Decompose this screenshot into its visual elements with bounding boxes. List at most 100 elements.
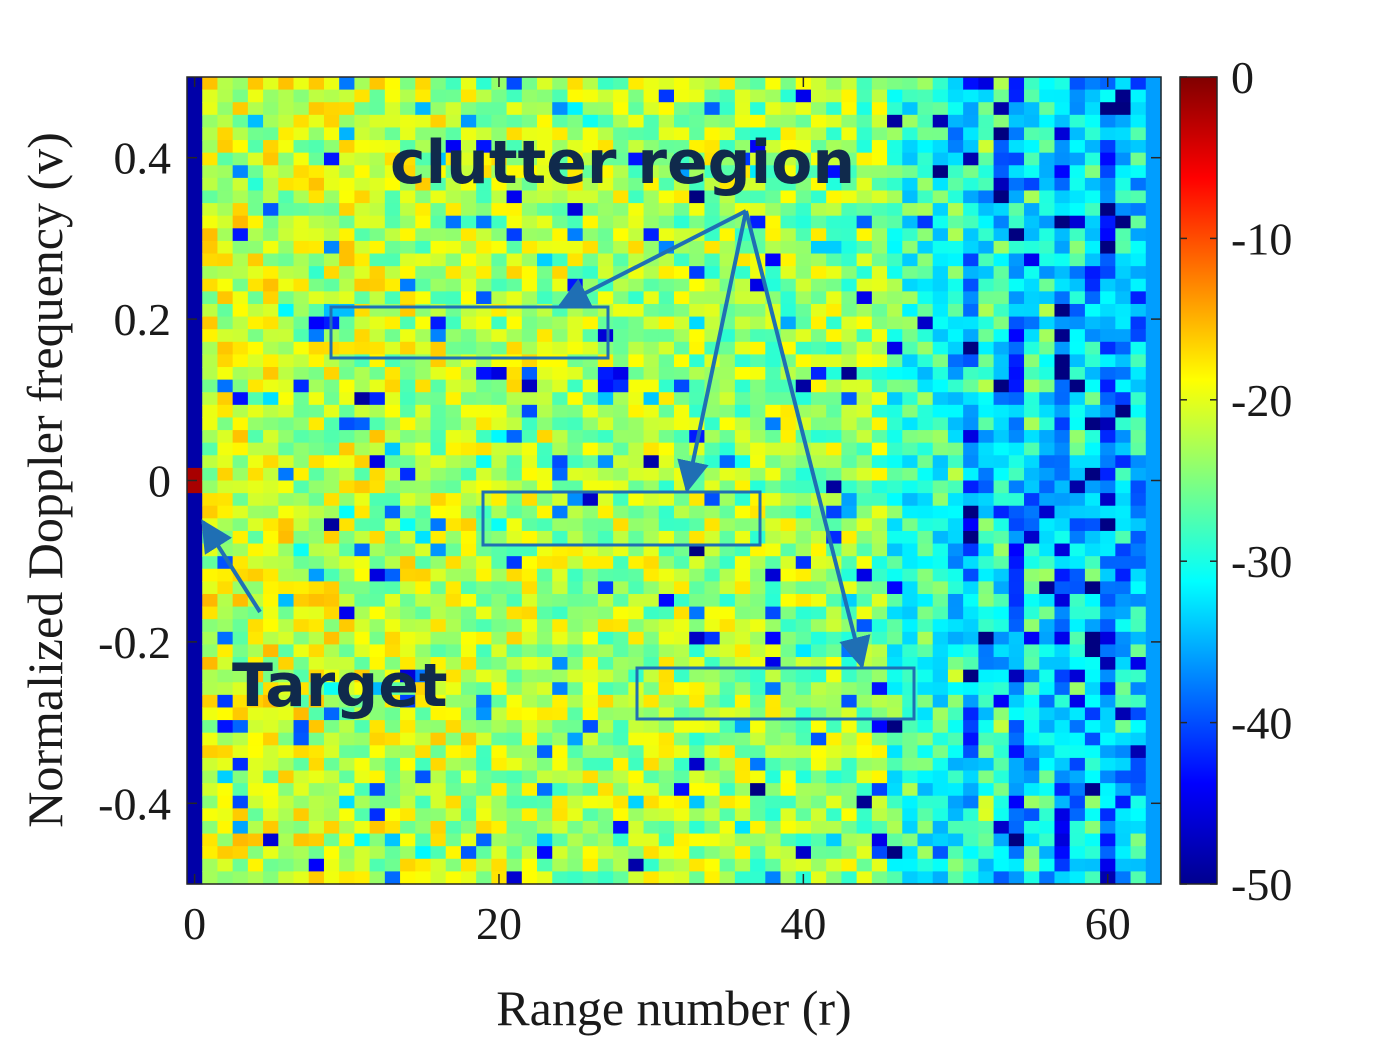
heatmap-cell bbox=[750, 467, 766, 482]
heatmap-cell bbox=[1008, 568, 1025, 582]
heatmap-cell bbox=[1069, 215, 1086, 229]
colorbar-tick-label: -10 bbox=[1231, 213, 1292, 264]
heatmap-cell bbox=[932, 392, 949, 406]
heatmap-cell bbox=[689, 644, 706, 658]
heatmap-cell bbox=[856, 757, 873, 772]
heatmap-cell bbox=[917, 783, 934, 797]
heatmap-cell bbox=[871, 770, 888, 784]
heatmap-cell bbox=[643, 240, 660, 255]
heatmap-cell bbox=[1024, 606, 1040, 620]
heatmap-cell bbox=[339, 619, 356, 633]
heatmap-cell bbox=[826, 203, 843, 217]
heatmap-cell bbox=[902, 329, 919, 343]
heatmap-cell bbox=[963, 203, 979, 217]
heatmap-cell bbox=[1054, 543, 1071, 557]
heatmap-cell bbox=[613, 291, 629, 305]
heatmap-cell bbox=[202, 152, 219, 166]
heatmap-cell bbox=[887, 253, 903, 267]
heatmap-cell bbox=[1008, 530, 1025, 545]
heatmap-cell bbox=[750, 392, 766, 406]
heatmap-cell bbox=[795, 833, 812, 847]
heatmap-cell bbox=[1115, 152, 1132, 166]
heatmap-cell bbox=[552, 543, 569, 557]
heatmap-cell bbox=[506, 341, 523, 356]
heatmap-cell bbox=[643, 392, 660, 406]
heatmap-cell bbox=[384, 379, 401, 393]
heatmap-cell bbox=[521, 316, 538, 330]
heatmap-cell bbox=[400, 228, 416, 242]
heatmap-cell bbox=[445, 846, 462, 860]
heatmap-cell bbox=[1100, 177, 1116, 192]
heatmap-cell bbox=[567, 518, 584, 532]
heatmap-cell bbox=[978, 190, 995, 204]
heatmap-cell bbox=[491, 215, 508, 229]
heatmap-cell bbox=[1115, 720, 1132, 734]
heatmap-cell bbox=[947, 379, 964, 393]
heatmap-cell bbox=[537, 543, 553, 557]
heatmap-cell bbox=[491, 530, 508, 545]
heatmap-cell bbox=[810, 102, 827, 116]
heatmap-cell bbox=[658, 291, 675, 305]
heatmap-cell bbox=[232, 530, 249, 545]
heatmap-cell bbox=[826, 581, 843, 595]
heatmap-cell bbox=[1054, 392, 1071, 406]
heatmap-cell bbox=[537, 165, 553, 179]
heatmap-cell bbox=[1115, 644, 1132, 658]
heatmap-cell bbox=[187, 657, 203, 671]
heatmap-cell bbox=[613, 707, 629, 721]
heatmap-cell bbox=[1084, 404, 1101, 419]
heatmap-cell bbox=[323, 820, 340, 835]
heatmap-cell bbox=[293, 354, 310, 368]
heatmap-cell bbox=[506, 203, 523, 217]
heatmap-cell bbox=[704, 694, 721, 709]
heatmap-cell bbox=[460, 341, 477, 356]
heatmap-cell bbox=[1039, 669, 1056, 683]
heatmap-cell bbox=[643, 379, 660, 393]
heatmap-cell bbox=[1145, 404, 1162, 419]
heatmap-cell bbox=[689, 783, 706, 797]
heatmap-cell bbox=[369, 846, 386, 860]
heatmap-cell bbox=[765, 732, 782, 746]
heatmap-cell bbox=[993, 732, 1010, 746]
heatmap-cell bbox=[978, 795, 995, 809]
heatmap-cell bbox=[810, 820, 827, 835]
heatmap-cell bbox=[460, 190, 477, 204]
heatmap-cell bbox=[1024, 669, 1040, 683]
heatmap-cell bbox=[582, 190, 599, 204]
heatmap-cell bbox=[978, 203, 995, 217]
heatmap-cell bbox=[263, 480, 279, 494]
heatmap-cell bbox=[1130, 354, 1147, 368]
heatmap-cell bbox=[1130, 455, 1147, 469]
heatmap-cell bbox=[582, 581, 599, 595]
heatmap-cell bbox=[506, 732, 523, 746]
heatmap-cell bbox=[263, 165, 279, 179]
heatmap-cell bbox=[1024, 682, 1040, 696]
heatmap-cell bbox=[613, 770, 629, 784]
heatmap-cell bbox=[597, 530, 614, 545]
heatmap-cell bbox=[1100, 732, 1116, 746]
heatmap-cell bbox=[1008, 291, 1025, 305]
heatmap-cell bbox=[1024, 455, 1040, 469]
heatmap-cell bbox=[263, 404, 279, 419]
heatmap-cell bbox=[810, 745, 827, 759]
heatmap-cell bbox=[978, 240, 995, 255]
heatmap-cell bbox=[339, 808, 356, 822]
heatmap-cell bbox=[323, 291, 340, 305]
heatmap-cell bbox=[354, 152, 371, 166]
heatmap-cell bbox=[552, 732, 569, 746]
heatmap-cell bbox=[521, 858, 538, 872]
heatmap-cell bbox=[1084, 820, 1101, 835]
heatmap-cell bbox=[1084, 795, 1101, 809]
heatmap-cell bbox=[537, 455, 553, 469]
heatmap-cell bbox=[826, 518, 843, 532]
heatmap-cell bbox=[1084, 127, 1101, 141]
heatmap-cell bbox=[339, 694, 356, 709]
heatmap-cell bbox=[491, 291, 508, 305]
heatmap-cell bbox=[689, 215, 706, 229]
heatmap-cell bbox=[1054, 291, 1071, 305]
heatmap-cell bbox=[780, 732, 797, 746]
heatmap-cell bbox=[323, 140, 340, 154]
heatmap-cell bbox=[1145, 732, 1162, 746]
heatmap-cell bbox=[887, 606, 903, 620]
heatmap-cell bbox=[278, 707, 295, 721]
